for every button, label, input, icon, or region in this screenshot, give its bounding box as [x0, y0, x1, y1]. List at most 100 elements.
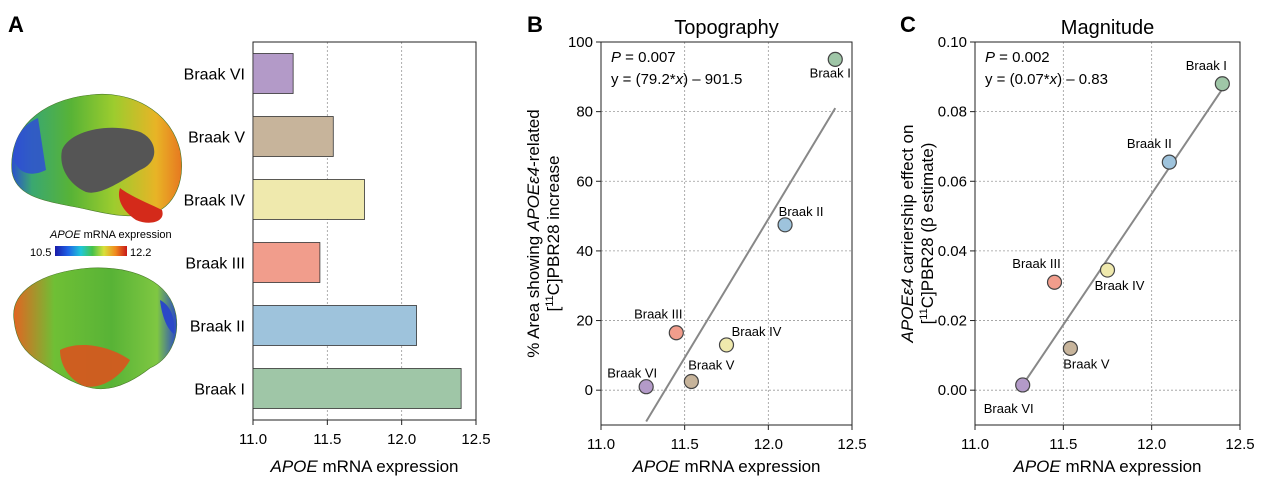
p-symbol: P: [985, 49, 995, 66]
plot-frame: [974, 41, 1241, 426]
colorbar-label: mRNA expression: [81, 229, 172, 241]
data-point-label: Braak III: [1012, 256, 1060, 271]
plot-frame: [600, 41, 853, 426]
y-axis-label-text: % Area showing: [524, 231, 543, 358]
y-axis-label-superscript: 11: [918, 308, 930, 319]
data-point-label: Braak VI: [984, 401, 1034, 416]
data-point: [638, 379, 654, 395]
data-point: [1161, 154, 1177, 170]
y-axis-label-line1: APOEε4 carriership effect on: [898, 125, 917, 344]
colorbar-gradient: [55, 246, 127, 256]
data-point: [777, 217, 793, 233]
y-axis-label-text: carriership effect on: [898, 125, 917, 279]
y-tick-label: 0.06: [938, 173, 967, 190]
equation-part: ) – 901.5: [683, 71, 742, 88]
x-axis-label: APOE mRNA expression: [631, 457, 820, 476]
y-axis-label-text: C]PBR28 increase: [544, 156, 563, 296]
data-point-label: Braak I: [810, 65, 851, 80]
x-tick-label: 11.5: [313, 431, 341, 448]
y-tick-label: 0.04: [938, 243, 967, 260]
x-axis-label-gene: APOE: [269, 457, 318, 476]
regression-equation: y = (79.2*x) – 901.5: [611, 71, 742, 88]
bar: [252, 53, 294, 94]
p-value: P = 0.007: [611, 49, 676, 66]
data-point-label: Braak IV: [732, 324, 782, 339]
data-point-label: Braak IV: [1095, 278, 1145, 293]
category-label: Braak I: [194, 382, 245, 399]
x-axis-label-gene: APOE: [631, 457, 680, 476]
colorbar-gene: APOE: [49, 229, 81, 241]
bar: [252, 305, 417, 346]
y-axis-label-gene: APOEε4: [524, 167, 543, 232]
y-tick-label: 20: [576, 313, 593, 330]
bar: [252, 242, 321, 283]
x-tick-label: 12.5: [1225, 436, 1254, 453]
x-tick-label: 12.5: [461, 431, 490, 448]
category-label: Braak V: [188, 130, 245, 147]
y-axis-label-line2: [11C]PBR28 increase: [544, 156, 563, 312]
x-axis-label: APOE mRNA expression: [1012, 457, 1201, 476]
regression-line: [645, 107, 837, 423]
chart-title: Topography: [674, 17, 779, 39]
colorbar-max: 12.2: [130, 247, 151, 259]
data-point-label: Braak II: [779, 204, 824, 219]
brain-medial-view: [11, 93, 182, 223]
equation-x: x: [675, 71, 684, 88]
regression-line: [1021, 88, 1224, 386]
data-point: [718, 337, 735, 353]
bar: [252, 179, 365, 220]
x-axis-label-text: mRNA expression: [1061, 457, 1202, 476]
data-point-label: Braak V: [688, 357, 735, 372]
x-axis-label-text: mRNA expression: [318, 457, 459, 476]
data-point: [1214, 76, 1230, 92]
y-tick-label: 60: [576, 173, 593, 190]
category-label: Braak VI: [184, 67, 245, 84]
y-axis-label-gene: APOEε4: [898, 278, 917, 343]
regression-equation: y = (0.07*x) – 0.83: [985, 71, 1108, 88]
data-point-label: Braak II: [1127, 136, 1172, 151]
x-tick-label: 11.5: [1049, 436, 1077, 453]
data-point: [1046, 274, 1063, 290]
panel-label-b: B: [527, 12, 543, 37]
p-value-number: = 0.002: [995, 49, 1050, 66]
y-axis-label-line1: % Area showing APOEε4-related: [524, 109, 543, 357]
x-tick-label: 12.0: [387, 431, 416, 448]
y-tick-label: 0.10: [938, 34, 967, 51]
y-axis-label-line2: [11C]PBR28 (β estimate): [918, 143, 937, 325]
panel-label-a: A: [8, 12, 24, 37]
data-point: [1099, 262, 1116, 278]
p-value-number: = 0.007: [621, 49, 676, 66]
y-tick-label: 80: [576, 104, 593, 121]
bar: [252, 116, 334, 157]
data-point: [827, 51, 843, 68]
data-point: [1015, 377, 1031, 393]
category-label: Braak III: [185, 256, 245, 273]
data-point-label: Braak V: [1063, 356, 1110, 371]
equation-x: x: [1049, 71, 1058, 88]
data-point: [683, 373, 699, 390]
y-tick-label: 40: [576, 243, 593, 260]
x-tick-label: 11.0: [587, 436, 615, 453]
bar: [252, 368, 462, 409]
x-axis-label-gene: APOE: [1012, 457, 1061, 476]
y-tick-label: 0.00: [938, 382, 967, 399]
brain-lateral-view: [13, 267, 178, 390]
category-label: Braak IV: [184, 193, 246, 210]
equation-part: ) – 0.83: [1057, 71, 1108, 88]
scatter-topography: Topography 11.0 11.5 12.0 12.5 0 20 40 60 80 100 P …: [524, 17, 867, 476]
chart-title: Magnitude: [1061, 17, 1154, 39]
panel-label-c: C: [900, 12, 916, 37]
x-tick-label: 12.0: [1137, 436, 1166, 453]
y-tick-label: 100: [568, 34, 593, 51]
p-value: P = 0.002: [985, 49, 1050, 66]
y-axis-label-text: [: [544, 307, 563, 312]
colorbar-min: 10.5: [30, 247, 51, 259]
equation-part: y = (0.07*: [985, 71, 1050, 88]
p-symbol: P: [611, 49, 621, 66]
x-tick-label: 12.5: [837, 436, 866, 453]
data-point: [668, 325, 684, 341]
y-tick-label: 0.02: [938, 313, 967, 330]
bar-chart-apoe: Braak VI Braak V Braak IV Braak III Braak II…: [184, 41, 491, 476]
x-tick-label: 11.0: [961, 436, 989, 453]
